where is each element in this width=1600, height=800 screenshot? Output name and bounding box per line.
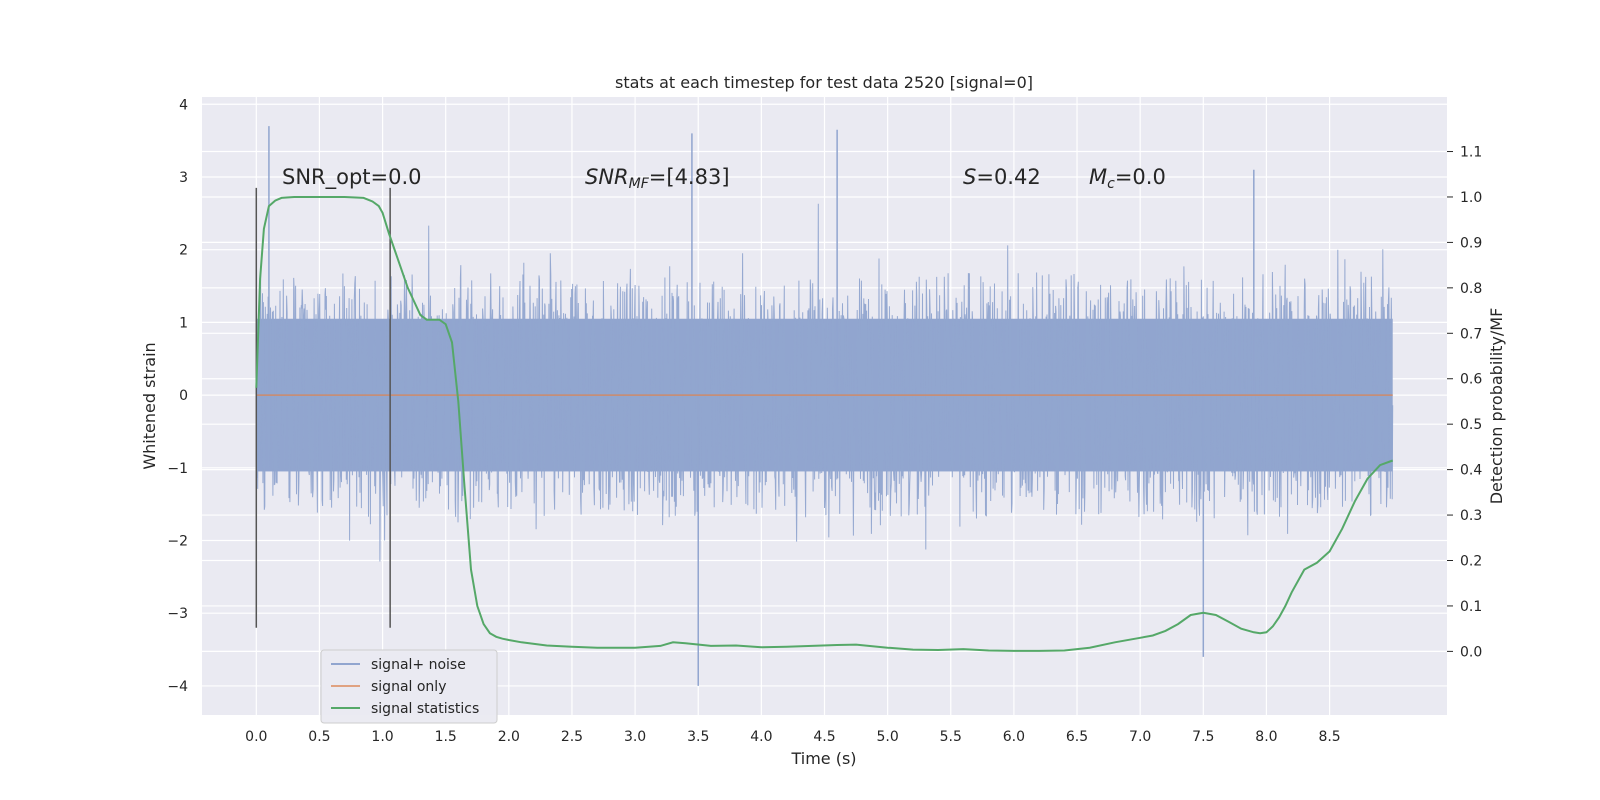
x-tick-label: 2.0 (498, 729, 520, 745)
x-tick-label: 3.5 (687, 729, 709, 745)
annotation-s-value: =0.42 (976, 165, 1040, 189)
y2-tick-label: 0.7 (1460, 326, 1482, 342)
y2-axis-label: Detection probability/MF (1487, 308, 1506, 505)
annotation-mc-value: =0.0 (1115, 165, 1166, 189)
y-tick-label: 0 (179, 388, 188, 404)
y2-tick-label: 0.9 (1460, 235, 1482, 251)
y2-tick-label: 0.0 (1460, 644, 1482, 660)
y-tick-label: 3 (179, 170, 188, 186)
y2-tick-label: 0.1 (1460, 599, 1482, 615)
annotation-snr-opt: SNR_opt=0.0 (282, 165, 422, 190)
y2-tick-label: 0.4 (1460, 463, 1482, 479)
y-tick-label: −4 (167, 679, 188, 695)
x-tick-label: 6.5 (1066, 729, 1088, 745)
y2-tick-label: 0.8 (1460, 281, 1482, 297)
annotation-mc-subscript: c (1107, 176, 1115, 192)
annotation-s: S=0.42 (963, 165, 1041, 189)
x-tick-label: 8.5 (1318, 729, 1340, 745)
y2-tick-label: 0.3 (1460, 508, 1482, 524)
y2-tick-label: 1.0 (1460, 190, 1482, 206)
y2-tick-label: 0.2 (1460, 554, 1482, 570)
signal-statistics-line (255, 196, 1394, 652)
x-tick-label: 5.5 (940, 729, 962, 745)
legend-label-noise: signal+ noise (371, 657, 466, 673)
x-axis-label: Time (s) (790, 749, 856, 768)
x-tick-label: 4.5 (813, 729, 835, 745)
annotation-mc: Mc=0.0 (1089, 165, 1166, 192)
legend-box (320, 649, 498, 724)
x-tick-label: 6.0 (1003, 729, 1025, 745)
x-tick-label: 1.0 (371, 729, 393, 745)
y-tick-label: 4 (179, 97, 188, 113)
y-tick-label: −1 (167, 461, 188, 477)
y2-tick-label: 0.6 (1460, 372, 1482, 388)
x-tick-label: 7.5 (1192, 729, 1214, 745)
chart-title: stats at each timestep for test data 252… (615, 73, 1033, 92)
x-tick-label: 8.0 (1255, 729, 1277, 745)
y-tick-label: −3 (167, 606, 188, 622)
y-tick-label: −2 (167, 534, 188, 550)
x-tick-label: 2.5 (561, 729, 583, 745)
x-tick-labels: 0.0 0.5 1.0 1.5 2.0 2.5 3.0 3.5 4.0 4.5 5.0 5.5 6.0 6… (245, 729, 1341, 745)
legend: signal+ noise signal only signal statist… (320, 649, 498, 724)
x-tick-label: 0.5 (308, 729, 330, 745)
noise-trace (255, 203, 1394, 562)
annotation-s-symbol: S (963, 165, 976, 189)
annotation-snr-mf-value: =[4.83] (649, 165, 730, 189)
annotation-mc-symbol: M (1089, 165, 1107, 189)
x-tick-label: 3.0 (624, 729, 646, 745)
x-tick-label: 7.0 (1129, 729, 1151, 745)
y-axis-label: Whitened strain (140, 342, 159, 469)
annotation-snr-mf-subscript: MF (629, 176, 650, 192)
x-tick-label: 4.0 (750, 729, 772, 745)
legend-label-signal-only: signal only (371, 679, 446, 695)
y2-tick-label: 1.1 (1460, 145, 1482, 161)
x-tick-label: 1.5 (435, 729, 457, 745)
vertical-markers (255, 187, 391, 628)
x-tick-label: 5.0 (877, 729, 899, 745)
x-tick-label: 0.0 (245, 729, 267, 745)
legend-label-statistics: signal statistics (371, 701, 479, 717)
y2-tick-label: 0.5 (1460, 417, 1482, 433)
y-tick-label: 2 (179, 243, 188, 259)
y-tick-label: 1 (179, 315, 188, 331)
y2-tick-labels: 1.1 1.0 0.9 0.8 0.7 0.6 0.5 0.4 0.3 0.2 0.1 0.0 (1447, 145, 1482, 660)
annotation-snr-mf: SNRMF=[4.83] (585, 165, 730, 192)
annotation-snr-mf-symbol: SNR (585, 165, 629, 189)
y-tick-labels: 4 3 2 1 0 −1 −2 −3 −4 (167, 97, 188, 695)
